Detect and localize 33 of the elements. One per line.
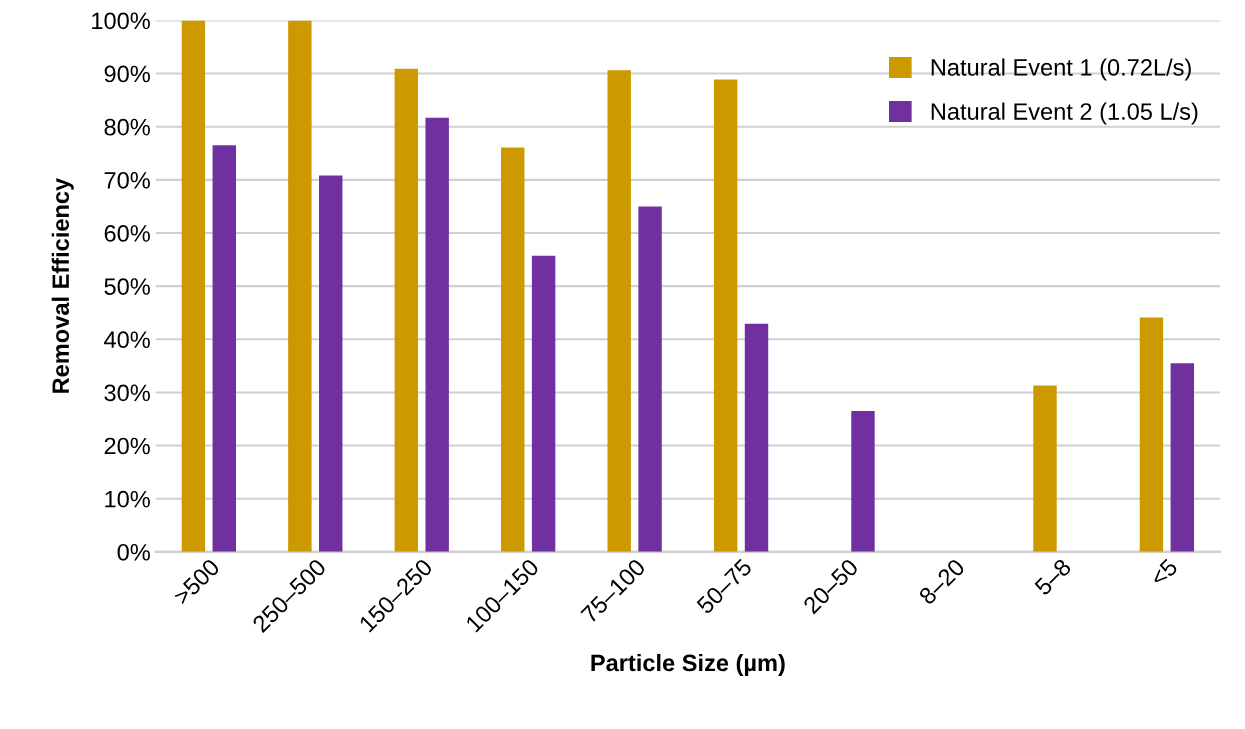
bar xyxy=(1139,317,1164,552)
x-axis-title: Particle Size (µm) xyxy=(591,653,785,676)
bar xyxy=(212,145,236,552)
y-tick-label: 50% xyxy=(104,278,150,295)
bar xyxy=(319,175,343,552)
y-tick-label: 100% xyxy=(92,12,150,30)
bar xyxy=(501,147,525,552)
bar xyxy=(288,20,312,552)
y-tick-label: 20% xyxy=(104,437,150,455)
bar xyxy=(181,20,206,552)
y-tick-label: 80% xyxy=(104,118,150,136)
bar xyxy=(607,70,631,552)
bar xyxy=(744,323,769,552)
x-tick-label: <5 xyxy=(1149,558,1179,588)
bar xyxy=(713,79,738,552)
bar xyxy=(1170,363,1195,552)
legend-label: Natural Event 1 (0.72L/s) xyxy=(931,58,1191,81)
y-axis-title: Removal Efficiency xyxy=(51,177,74,393)
x-tick-label: 5–8 xyxy=(1033,557,1072,597)
y-tick-label: 30% xyxy=(104,384,150,402)
y-tick-label: 0% xyxy=(117,543,150,561)
bar xyxy=(638,206,662,552)
bar xyxy=(851,411,875,552)
y-tick-label: 70% xyxy=(104,171,150,189)
y-tick-label: 40% xyxy=(104,331,150,349)
legend-label: Natural Event 2 (1.05 L/s) xyxy=(931,102,1198,125)
y-tick-label: 10% xyxy=(105,490,150,508)
y-tick-label: 90% xyxy=(104,65,150,83)
y-tick-label: 60% xyxy=(104,225,150,242)
bar xyxy=(394,68,419,552)
bar xyxy=(1033,385,1057,552)
bar xyxy=(425,117,449,552)
bar xyxy=(531,255,556,552)
